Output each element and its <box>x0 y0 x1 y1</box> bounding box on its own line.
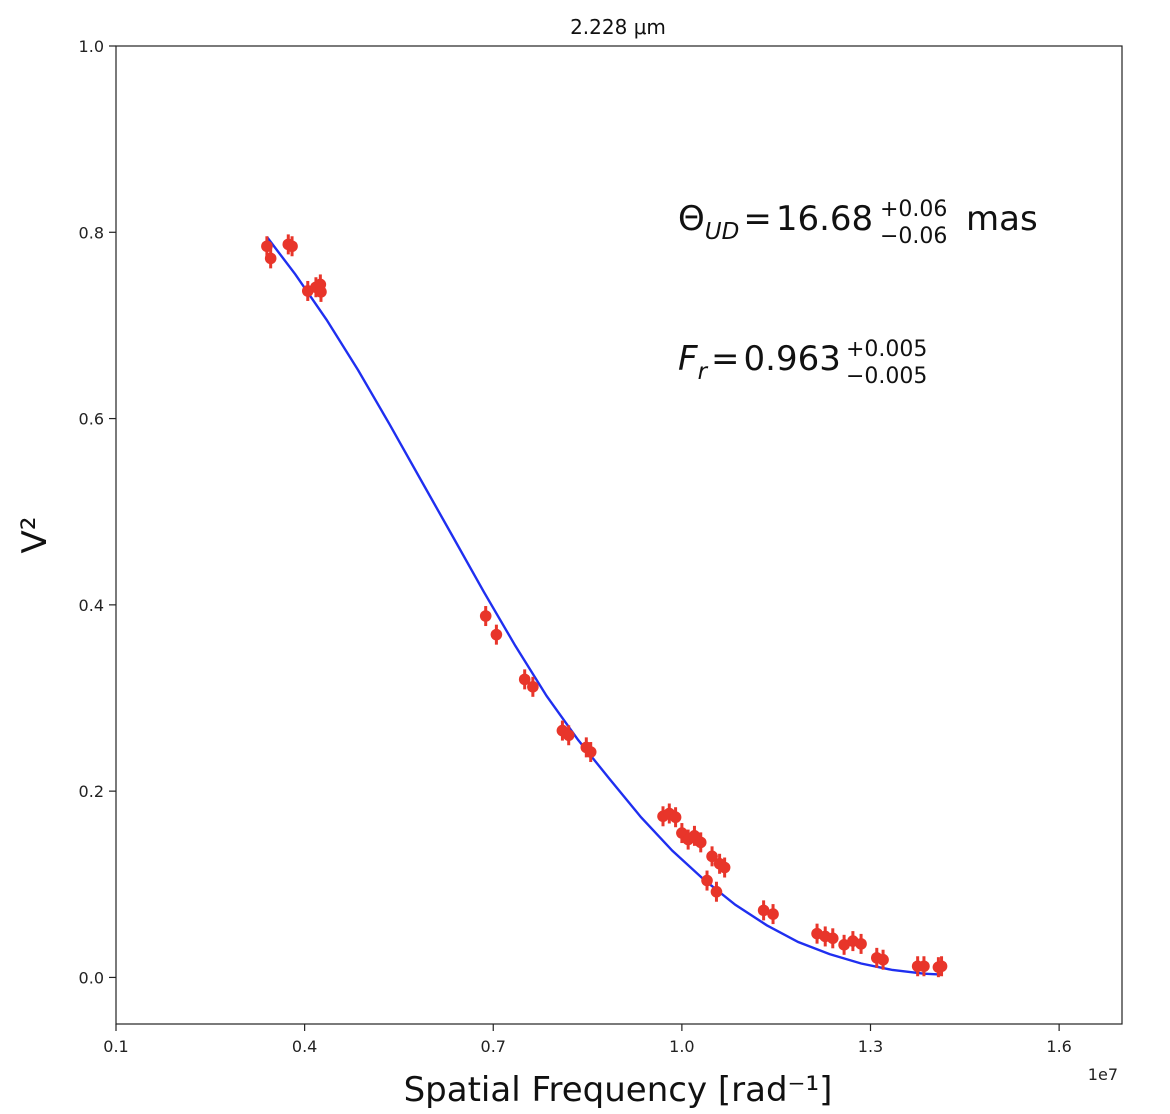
data-point <box>264 248 277 269</box>
point-marker <box>701 874 713 887</box>
y-axis-ticks: 0.0 0.2 0.4 0.6 0.8 1.0 <box>79 37 116 987</box>
theta-unit: mas <box>966 199 1038 239</box>
x-tick-label: 1.6 <box>1046 1037 1071 1056</box>
point-marker <box>706 850 718 863</box>
point-marker <box>757 904 770 917</box>
theta-equals: = <box>743 199 772 239</box>
data-point <box>918 956 930 977</box>
x-tick-label: 1.0 <box>669 1037 694 1056</box>
point-marker <box>855 938 867 950</box>
data-point <box>562 725 575 746</box>
chart-title: 2.228 μm <box>570 15 666 39</box>
x-tick-label: 0.7 <box>481 1037 506 1056</box>
point-marker <box>767 908 779 920</box>
fr-equals: = <box>711 339 740 379</box>
y-tick-label: 1.0 <box>79 37 104 56</box>
point-marker <box>584 746 597 758</box>
theta-subscript: UD <box>705 219 740 245</box>
point-marker <box>710 885 723 898</box>
data-point <box>701 870 713 891</box>
data-point <box>718 857 731 878</box>
point-marker <box>918 960 930 973</box>
data-point <box>315 281 327 302</box>
fit-curve <box>265 236 942 976</box>
x-tick-label: 1.3 <box>858 1037 883 1056</box>
theta-symbol: Θ <box>678 199 705 239</box>
point-marker <box>694 836 707 849</box>
theta-plus: +0.06 <box>880 197 947 222</box>
fr-annotation: Fr = 0.963 +0.005 −0.005 <box>678 337 927 389</box>
fr-symbol: F <box>678 339 698 379</box>
point-marker <box>562 729 575 742</box>
point-marker <box>935 960 948 973</box>
y-tick-label: 0.4 <box>79 596 104 615</box>
data-point <box>855 933 867 954</box>
point-marker <box>490 628 503 641</box>
data-point <box>527 676 539 697</box>
theta-minus: −0.06 <box>880 224 947 249</box>
point-marker <box>838 939 850 951</box>
y-tick-label: 0.0 <box>79 968 104 987</box>
fit-curve-layer <box>265 236 942 976</box>
svg-text:Fr=0.963: Fr = 0.963 <box>678 339 841 385</box>
point-marker <box>718 861 731 874</box>
data-points-layer <box>261 234 948 978</box>
data-point <box>767 904 779 925</box>
data-point <box>286 236 298 257</box>
data-point <box>757 900 770 921</box>
svg-text:ΘUD=16.68: ΘUD = 16.68 <box>678 199 873 245</box>
x-tick-label: 0.1 <box>103 1037 128 1056</box>
x-axis-label: Spatial Frequency [rad⁻¹] <box>404 1070 833 1110</box>
fr-value: 0.963 <box>744 339 841 379</box>
y-tick-label: 0.8 <box>79 223 104 242</box>
theta-annotation: ΘUD = 16.68 +0.06 −0.06 mas <box>678 197 1038 249</box>
data-point <box>710 881 723 902</box>
data-point <box>518 669 531 690</box>
data-point <box>877 949 889 970</box>
x-offset-text: 1e7 <box>1088 1065 1118 1084</box>
data-point <box>490 624 503 645</box>
point-marker <box>286 240 298 253</box>
point-marker <box>315 286 327 298</box>
y-tick-label: 0.2 <box>79 782 104 801</box>
y-axis-label: V² <box>15 517 55 554</box>
data-point <box>935 956 948 977</box>
data-point <box>669 807 682 828</box>
point-marker <box>669 811 682 824</box>
data-point <box>479 606 492 627</box>
point-marker <box>264 252 277 265</box>
point-marker <box>826 932 839 945</box>
fr-plus: +0.005 <box>846 337 927 362</box>
point-marker <box>877 953 889 966</box>
data-point <box>706 846 718 867</box>
x-tick-label: 0.4 <box>292 1037 317 1056</box>
data-point <box>694 832 707 853</box>
point-marker <box>479 610 492 622</box>
data-point <box>838 934 850 955</box>
x-axis-ticks: 0.1 0.4 0.7 1.0 1.3 1.6 <box>103 1024 1072 1056</box>
plot-area <box>115 45 1123 1025</box>
point-marker <box>527 681 539 693</box>
data-point <box>584 742 597 763</box>
fr-minus: −0.005 <box>846 364 927 389</box>
fr-subscript: r <box>698 359 709 385</box>
theta-value: 16.68 <box>776 199 873 239</box>
point-marker <box>518 673 531 686</box>
data-point <box>826 928 839 949</box>
y-tick-label: 0.6 <box>79 410 104 429</box>
